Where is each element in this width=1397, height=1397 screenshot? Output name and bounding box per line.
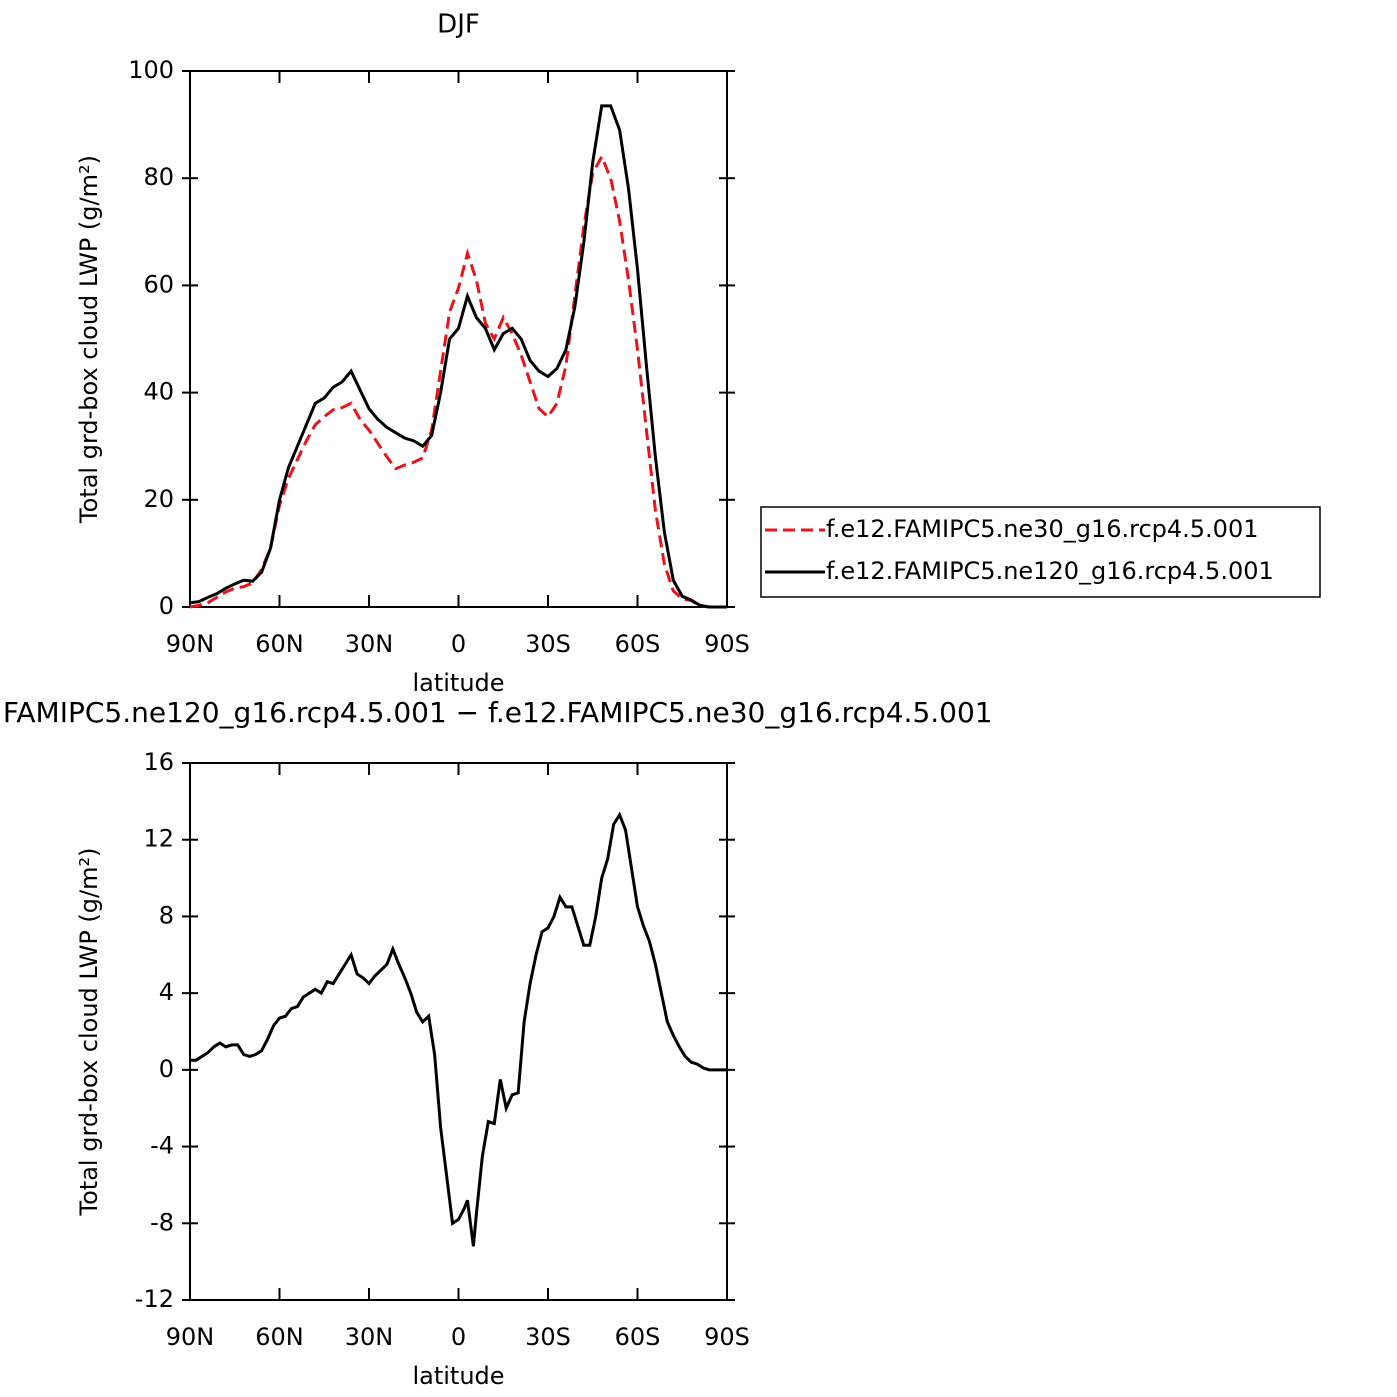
x-tick-label: 90S (704, 630, 750, 658)
y-tick-label: 8 (159, 901, 174, 929)
x-tick-label: 30S (525, 630, 571, 658)
y-tick-label: 16 (143, 748, 174, 776)
x-tick-label: 90N (166, 630, 215, 658)
y-tick-label: 80 (143, 163, 174, 191)
y-tick-label: 12 (143, 825, 174, 853)
x-tick-label: 30N (345, 1323, 394, 1351)
x-tick-label: 90S (704, 1323, 750, 1351)
x-axis-label: latitude (412, 1362, 504, 1390)
data-line (189, 104, 727, 609)
x-tick-label: 0 (451, 1323, 466, 1351)
y-tick-label: -12 (135, 1285, 174, 1313)
y-tick-label: 4 (159, 978, 174, 1006)
x-axis-label: latitude (412, 669, 504, 697)
y-tick-label: 20 (143, 485, 174, 513)
legend-box (760, 506, 1321, 598)
x-tick-label: 90N (166, 1323, 215, 1351)
data-line (189, 153, 727, 609)
x-tick-label: 0 (451, 630, 466, 658)
chart-title: f.e12.FAMIPC5.ne120_g16.rcp4.5.001 − f.e… (0, 696, 993, 729)
plot-frame (189, 762, 728, 1301)
y-axis-label: Total grd-box cloud LWP (g/m²) (75, 848, 103, 1217)
x-tick-label: 30S (525, 1323, 571, 1351)
legend-label: f.e12.FAMIPC5.ne120_g16.rcp4.5.001 (826, 557, 1274, 585)
y-tick-label: 100 (128, 56, 174, 84)
x-tick-label: 60N (255, 1323, 304, 1351)
y-tick-label: -4 (150, 1132, 174, 1160)
legend: f.e12.FAMIPC5.ne30_g16.rcp4.5.001 f.e12.F… (760, 506, 1321, 598)
y-axis-label: Total grd-box cloud LWP (g/m²) (75, 155, 103, 524)
data-line (190, 811, 727, 1247)
y-tick-label: -8 (150, 1208, 174, 1236)
y-tick-label: 40 (143, 378, 174, 406)
y-tick-label: 60 (143, 270, 174, 298)
x-tick-label: 60S (615, 630, 661, 658)
x-tick-label: 60S (615, 1323, 661, 1351)
chart-title: DJF (437, 10, 480, 40)
y-tick-label: 0 (159, 1055, 174, 1083)
legend-label: f.e12.FAMIPC5.ne30_g16.rcp4.5.001 (826, 515, 1259, 543)
x-tick-label: 30N (345, 630, 394, 658)
x-tick-label: 60N (255, 630, 304, 658)
plot-frame (189, 70, 728, 608)
y-tick-label: 0 (159, 592, 174, 620)
